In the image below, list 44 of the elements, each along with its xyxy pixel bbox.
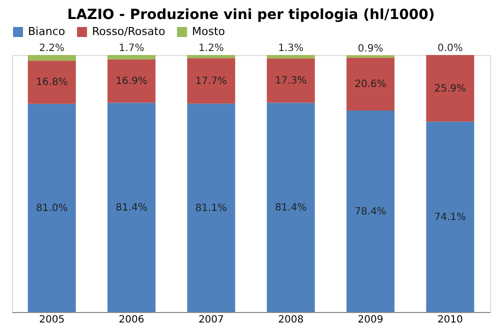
data-label: 81.1% [195, 202, 228, 214]
bar [266, 58, 315, 103]
x-tick-label: 2006 [118, 314, 144, 326]
data-label: 2.2% [39, 43, 65, 54]
data-label: 74.1% [434, 212, 466, 223]
bar [28, 60, 76, 104]
data-label: 17.3% [274, 76, 307, 87]
bar [28, 55, 76, 61]
legend-label: Bianco [28, 25, 66, 38]
bar [108, 102, 156, 312]
legend-label: Mosto [192, 25, 226, 38]
x-tick-label: 2007 [198, 314, 224, 326]
x-tick-label: 2005 [39, 314, 65, 326]
data-label: 1.7% [118, 43, 144, 54]
bar [187, 58, 236, 104]
data-label: 81.4% [116, 202, 148, 214]
bar [187, 104, 236, 312]
bar [108, 55, 156, 60]
data-label: 0.0% [437, 43, 463, 54]
bar [108, 59, 156, 103]
bar [346, 110, 394, 312]
data-label: 81.0% [36, 202, 68, 214]
data-label: 0.9% [358, 43, 384, 54]
data-label: 1.3% [278, 43, 304, 54]
bar [426, 122, 474, 312]
bar [346, 58, 394, 111]
data-label: 16.8% [36, 77, 68, 88]
bar [266, 55, 315, 58]
data-label: 78.4% [354, 206, 386, 218]
data-label: 20.6% [354, 79, 386, 90]
bar [187, 55, 236, 58]
data-label: 1.2% [198, 43, 224, 54]
x-tick-label: 2010 [437, 314, 463, 326]
data-label: 17.7% [195, 76, 228, 87]
chart-title: LAZIO - Produzione vini per tipologia (hl/1000) [67, 7, 435, 23]
x-tick-label: 2008 [278, 314, 304, 326]
data-label: 81.4% [274, 202, 307, 214]
x-tick-label: 2009 [358, 314, 384, 326]
bar [266, 102, 315, 312]
bar [28, 104, 76, 312]
bar [426, 55, 474, 122]
legend-label: Rosso/Rosato [92, 25, 166, 38]
data-label: 16.9% [116, 76, 148, 88]
data-label: 25.9% [434, 83, 466, 94]
